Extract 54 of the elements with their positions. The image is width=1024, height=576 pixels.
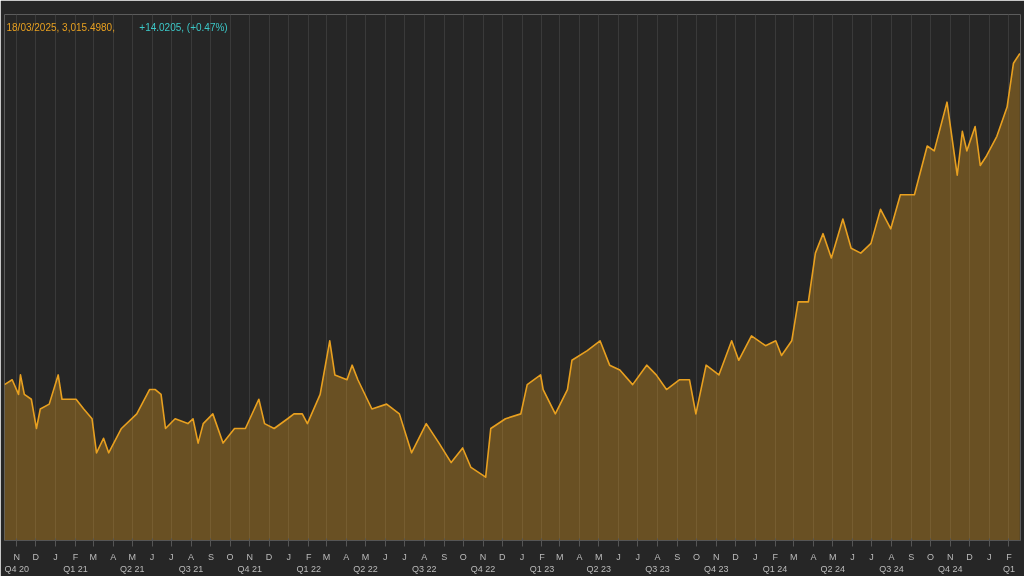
x-tick-label: S [207,551,214,562]
x-tick-label: M [789,551,798,562]
x-tick-label: J [635,551,640,562]
x-tick-label: F Q1 23 [529,551,555,574]
x-tick-label: J [149,551,155,562]
x-tick-label: J [169,551,174,562]
text: 18/03/2025, 3,015.4980, [6,21,115,33]
x-tick-label: A [110,551,117,562]
x-tick-label: D [966,551,974,562]
x-tick-label: J [850,551,855,562]
x-tick-label: J [519,551,525,562]
x-tick-label: S [674,551,681,562]
x-tick-label: F Q1 21 [63,551,88,574]
x-tick-label: J [402,551,407,562]
x-tick-label: D [265,551,273,562]
x-tick-label: O [226,551,234,562]
x-tick-label: M [556,551,564,562]
x-tick-label: M Q2 22 [353,551,378,574]
x-tick-label: N Q4 24 [937,551,963,574]
x-tick-label: A Q3 24 [879,551,904,574]
x-tick-label: J [753,551,758,562]
x-tick-label: F Q1 [1003,551,1016,574]
x-tick-label: F Q1 24 [762,551,788,574]
x-tick-label: D [32,551,40,562]
x-tick-label: N Q4 22 [470,551,496,574]
x-tick-label: F Q1 22 [296,551,321,574]
x-tick-label: M Q2 24 [820,551,845,574]
x-tick-label: N Q4 20 [4,551,29,574]
text: +14.0205, (+0.47%) [139,21,228,33]
x-tick-label: A [810,551,817,562]
x-tick-label: D [732,551,740,562]
x-tick-label: A Q3 21 [178,551,204,574]
x-tick-label: A [343,551,350,562]
x-tick-label: S [441,551,448,562]
x-tick-label: S [908,551,915,562]
x-tick-label: A Q3 23 [645,551,670,574]
x-tick-label: J [53,551,58,562]
x-tick-label: J [986,551,992,562]
x-tick-label: M Q2 23 [586,551,612,574]
x-tick-label: J [616,551,621,562]
x-tick-label: J [869,551,874,562]
x-tick-label: M [322,551,331,562]
x-tick-label: O [459,551,467,562]
x-tick-label: O [926,551,934,562]
x-tick-label: A [576,551,583,562]
x-tick-label: O [693,551,701,562]
x-tick-label: M [89,551,98,562]
x-tick-label: D [499,551,507,562]
x-tick-label: J [383,551,388,562]
x-tick-label: N Q4 23 [704,551,729,574]
x-tick-label: N Q4 21 [237,551,263,574]
x-tick-label: A Q3 22 [412,551,437,574]
x-tick-label: J [286,551,292,562]
x-tick-label: M Q2 21 [120,551,145,574]
